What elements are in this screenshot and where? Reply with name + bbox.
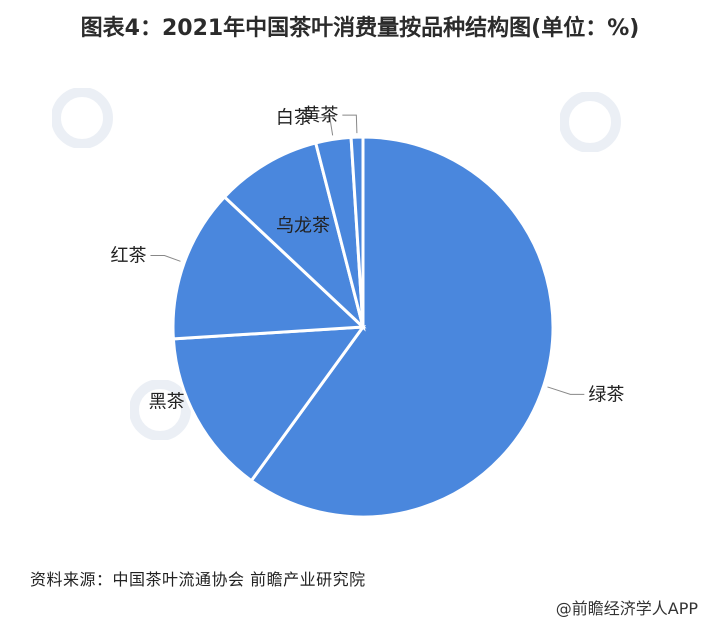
slice-label-black-tea: 红茶 (110, 246, 146, 267)
watermark-text: @前瞻经济学人APP (555, 599, 698, 618)
chart-title: 图表4：2021年中国茶叶消费量按品种结构图(单位：%) (80, 16, 640, 41)
slice-label-yellow-tea: 黄茶 (302, 105, 338, 126)
pie-slice-oolong-tea (222, 141, 366, 332)
leader-line-yellow-tea (342, 114, 358, 134)
pie-slice-green-tea (249, 135, 555, 519)
slice-label-dark-tea: 黑茶 (149, 392, 185, 413)
watermark-logo-icon (560, 92, 621, 152)
pie-slice-dark-tea (171, 325, 367, 483)
leader-line-green-tea (547, 386, 585, 395)
slice-label-oolong-tea: 乌龙茶 (276, 216, 330, 237)
pie-slice-yellow-tea (349, 135, 365, 328)
slice-label-white-tea: 白茶 (276, 108, 312, 129)
slice-label-green-tea: 绿茶 (588, 384, 624, 405)
pie-slice-black-tea (171, 194, 367, 341)
leader-line-black-tea (150, 255, 181, 262)
watermark-logo-icon (52, 88, 113, 148)
source-note: 资料来源：中国茶叶流通协会 前瞻产业研究院 (30, 570, 366, 589)
watermark-logo-icon (130, 380, 191, 440)
leader-line-white-tea (315, 117, 334, 136)
